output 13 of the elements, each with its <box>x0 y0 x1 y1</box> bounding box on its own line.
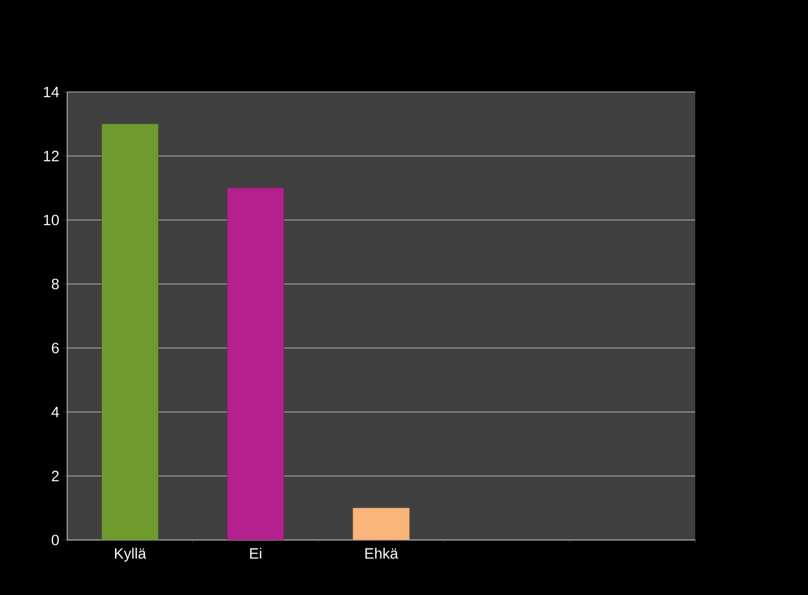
y-tick-label: 12 <box>44 150 59 162</box>
x-tick-label: Ehkä <box>365 548 398 559</box>
bar <box>352 508 410 540</box>
x-tick-label: Kyllä <box>115 548 146 562</box>
y-tick-label: 10 <box>44 214 59 226</box>
y-tick-label: 2 <box>52 470 59 482</box>
y-tick-label: 14 <box>44 86 59 98</box>
y-tick-label: 8 <box>52 278 59 290</box>
bar <box>102 124 158 540</box>
y-tick-label: 6 <box>52 342 59 354</box>
y-tick-label: 0 <box>52 534 59 546</box>
x-tick-label: Ei <box>250 548 262 559</box>
y-tick-label: 4 <box>51 406 59 418</box>
